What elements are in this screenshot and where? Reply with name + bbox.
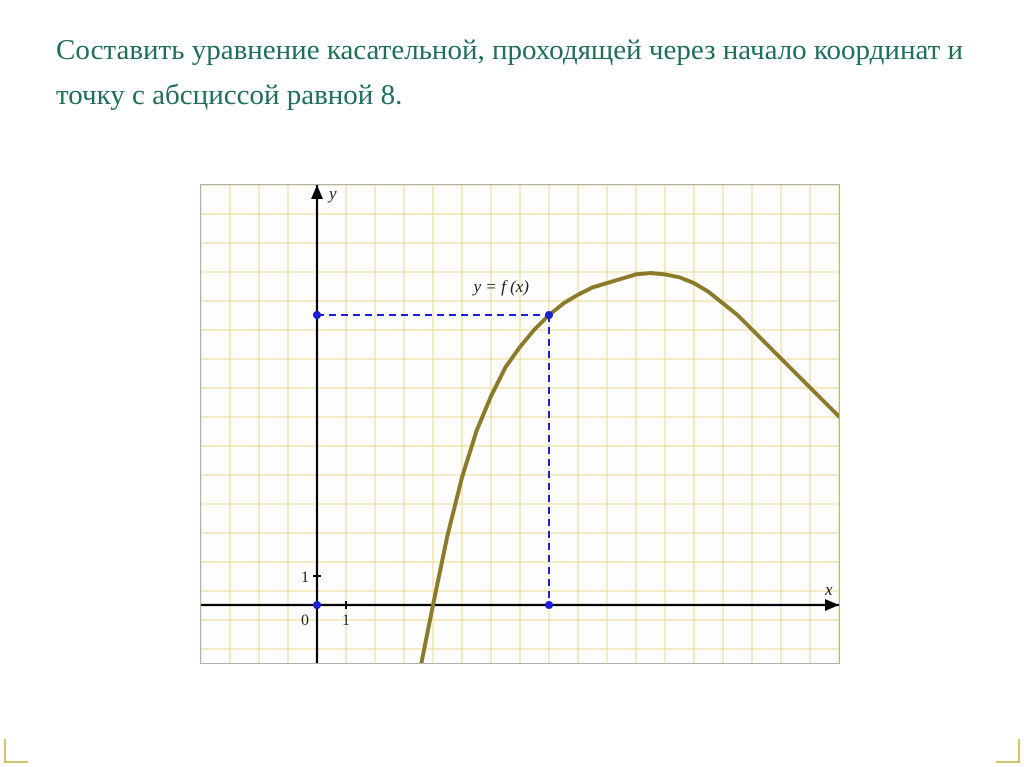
function-chart: y x 1 1 0 y = f (x) — [201, 185, 839, 663]
svg-text:y: y — [327, 185, 337, 203]
decoration-corner-br — [996, 739, 1020, 763]
svg-text:1: 1 — [301, 569, 309, 586]
svg-text:0: 0 — [301, 612, 309, 629]
slide-title: Составить уравнение касательной, проходя… — [56, 28, 968, 118]
svg-text:1: 1 — [342, 612, 350, 629]
chart-container: y x 1 1 0 y = f (x) — [200, 184, 840, 664]
decoration-corner-bl — [4, 739, 28, 763]
svg-text:y = f (x): y = f (x) — [472, 277, 530, 296]
svg-text:x: x — [824, 580, 833, 599]
